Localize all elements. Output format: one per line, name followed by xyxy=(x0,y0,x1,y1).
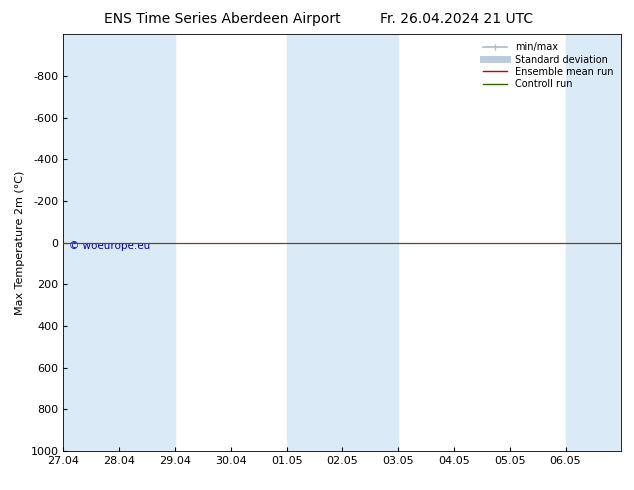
Bar xyxy=(63,34,175,451)
Text: © woeurope.eu: © woeurope.eu xyxy=(69,241,150,251)
Legend: min/max, Standard deviation, Ensemble mean run, Controll run: min/max, Standard deviation, Ensemble me… xyxy=(480,39,616,92)
Bar xyxy=(566,34,621,451)
Bar xyxy=(287,34,398,451)
Text: Fr. 26.04.2024 21 UTC: Fr. 26.04.2024 21 UTC xyxy=(380,12,533,26)
Y-axis label: Max Temperature 2m (°C): Max Temperature 2m (°C) xyxy=(15,171,25,315)
Text: ENS Time Series Aberdeen Airport: ENS Time Series Aberdeen Airport xyxy=(103,12,340,26)
